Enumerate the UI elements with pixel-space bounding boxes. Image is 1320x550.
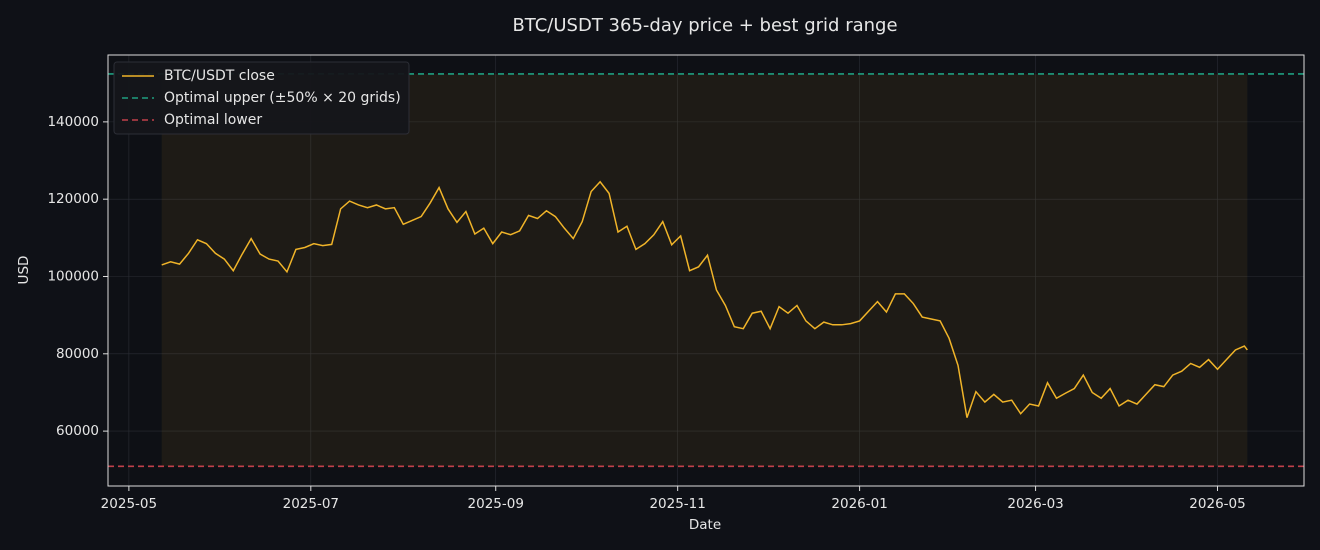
y-tick-label: 60000 — [56, 423, 99, 439]
x-tick-label: 2025-07 — [283, 496, 339, 512]
x-tick-label: 2026-01 — [831, 496, 887, 512]
legend: BTC/USDT close Optimal upper (±50% × 20 g… — [113, 61, 410, 135]
y-tick-label: 140000 — [47, 114, 99, 130]
y-axis-label: USD — [16, 256, 32, 285]
grid-range — [161, 73, 1248, 467]
y-tick-label: 100000 — [47, 268, 99, 284]
price-line — [161, 180, 1248, 418]
y-tick-label: 80000 — [56, 346, 99, 362]
x-tick-label: 2025-05 — [101, 496, 157, 512]
x-axis-label: Date — [689, 517, 721, 533]
x-tick-label: 2025-09 — [468, 496, 524, 512]
x-tick-label: 2026-03 — [1007, 496, 1063, 512]
plot-frame — [107, 54, 1305, 487]
legend-label: Optimal lower — [164, 112, 262, 128]
x-tick-label: 2025-11 — [649, 496, 705, 512]
legend-box — [113, 61, 410, 135]
chart-title: BTC/USDT 365-day price + best grid range — [512, 15, 897, 36]
legend-label: BTC/USDT close — [164, 68, 275, 84]
legend-label: Optimal upper (±50% × 20 grids) — [164, 90, 401, 106]
x-tick-label: 2026-05 — [1189, 496, 1245, 512]
y-tick-label: 120000 — [47, 191, 99, 207]
